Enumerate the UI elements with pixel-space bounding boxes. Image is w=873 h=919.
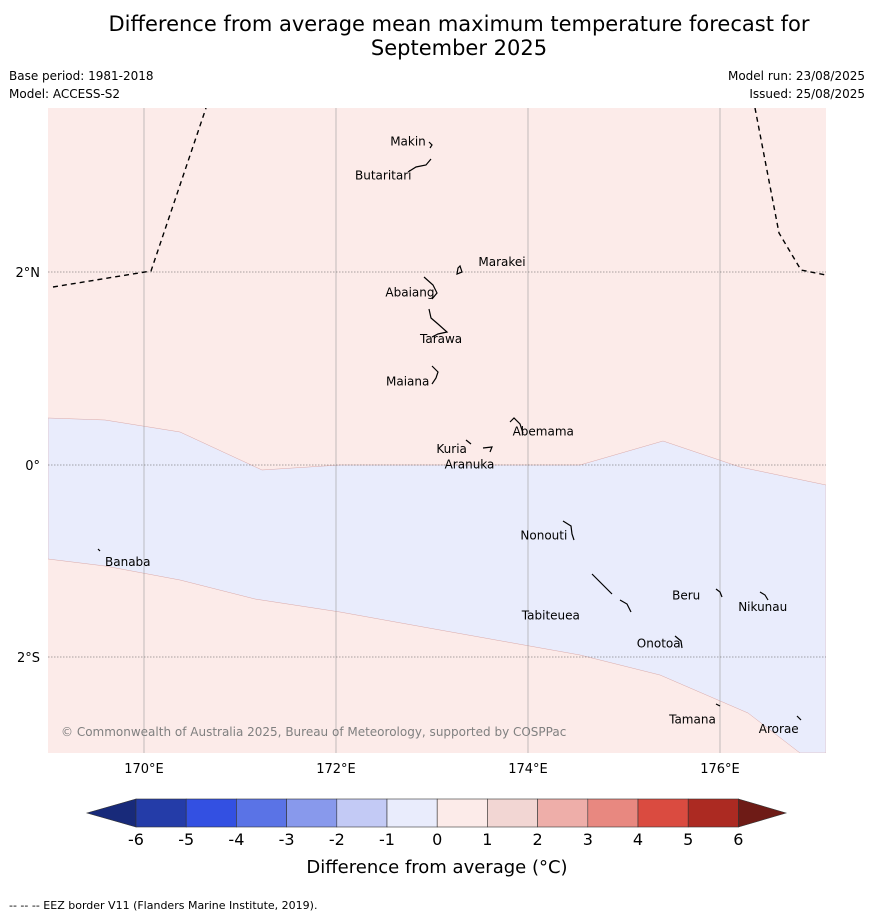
lon-label-176: 176°E <box>700 762 740 777</box>
colorbar-tick-label: 4 <box>633 830 643 849</box>
eez-border <box>52 108 826 288</box>
island-arorae <box>796 715 802 721</box>
colorbar-tick-label: 1 <box>482 830 492 849</box>
colorbar-segment <box>185 798 237 828</box>
island-tabiteuea <box>591 573 632 613</box>
place-label-tamana: Tamana <box>668 712 716 726</box>
colorbar-tick-label: -5 <box>178 830 194 849</box>
colorbar-tick-label: -3 <box>279 830 295 849</box>
colorbar-tick-label: 6 <box>733 830 743 849</box>
place-label-makin: Makin <box>390 135 426 149</box>
place-label-nonouti: Nonouti <box>520 529 567 543</box>
model-run: Model run: 23/08/2025 <box>727 69 865 83</box>
lon-label-172: 172°E <box>316 762 356 777</box>
place-label-arorae: Arorae <box>759 722 799 736</box>
longitude-labels: 170°E 172°E 174°E 176°E <box>124 762 740 777</box>
lon-label-174: 174°E <box>508 762 548 777</box>
island-onotoa <box>674 635 683 649</box>
place-label-tabiteuea: Tabiteuea <box>521 609 580 623</box>
colorbar-segment <box>286 798 338 828</box>
place-label-kuria: Kuria <box>436 442 467 456</box>
place-label-banaba: Banaba <box>105 555 151 569</box>
colorbar-under-arrow <box>85 798 137 828</box>
colorbar-label: Difference from average (°C) <box>306 857 567 878</box>
base-period: Base period: 1981-2018 <box>9 69 154 83</box>
place-label-abaiang: Abaiang <box>385 286 434 300</box>
island-kuria <box>465 439 472 445</box>
model-name: Model: ACCESS-S2 <box>9 87 121 101</box>
meta-right: Model run: 23/08/2025 Issued: 25/08/2025 <box>728 67 865 103</box>
island-abaiang <box>423 276 438 300</box>
colorbar-segment <box>436 798 488 828</box>
graticule <box>48 108 826 753</box>
lon-label-170: 170°E <box>124 762 164 777</box>
copyright-notice: © Commonwealth of Australia 2025, Bureau… <box>61 725 566 739</box>
place-label-nikunau: Nikunau <box>738 600 787 614</box>
place-label-abemama: Abemama <box>513 424 574 438</box>
island-banaba <box>97 548 101 552</box>
place-label-aranuka: Aranuka <box>445 458 495 472</box>
colorbar-segment <box>386 798 438 828</box>
colorbar-tick-label: 5 <box>683 830 693 849</box>
colorbar-segment <box>637 798 689 828</box>
island-butaritari <box>407 158 432 173</box>
latitude-labels: 2°N 0° 2°S <box>16 266 41 666</box>
place-label-marakei: Marakei <box>478 255 525 269</box>
place-label-butaritari: Butaritari <box>355 169 412 183</box>
colorbar-tick-label: 3 <box>583 830 593 849</box>
island-makin <box>428 141 433 149</box>
place-label-onotoa: Onotoa <box>637 637 681 651</box>
island-tarawa <box>428 308 449 338</box>
island-abemama <box>509 417 524 434</box>
place-label-maiana: Maiana <box>386 374 429 388</box>
colorbar-segment <box>487 798 538 828</box>
lat-label-2n: 2°N <box>16 266 41 281</box>
meta-left: Base period: 1981-2018 Model: ACCESS-S2 <box>9 67 154 103</box>
place-label-beru: Beru <box>672 588 700 602</box>
island-tamana <box>715 703 721 707</box>
cool-anomaly-region <box>48 417 826 753</box>
colorbar-tick-label: -6 <box>128 830 144 849</box>
eez-border-east <box>754 108 826 276</box>
colorbar-over-arrow <box>738 798 788 828</box>
lat-label-0: 0° <box>25 459 40 474</box>
map-title: Difference from average mean maximum tem… <box>0 12 873 60</box>
colorbar-segment <box>236 798 287 828</box>
place-labels: Makin Butaritari Marakei Abaiang Tarawa Maian… <box>105 135 799 736</box>
colorbar-tick-label: 2 <box>533 830 543 849</box>
colorbar-segment <box>687 798 739 828</box>
colorbar-tick-label: -2 <box>329 830 345 849</box>
colorbar-segment <box>336 798 388 828</box>
issued-date: Issued: 25/08/2025 <box>749 87 865 101</box>
island-marakei <box>456 264 463 275</box>
title-line-2: September 2025 <box>370 36 548 60</box>
island-aranuka <box>482 446 493 453</box>
title-line-1: Difference from average mean maximum tem… <box>108 12 810 36</box>
colorbar-segment <box>135 798 187 828</box>
island-beru <box>715 588 723 598</box>
colorbar-segment <box>587 798 639 828</box>
colorbar-tick-label: -1 <box>379 830 395 849</box>
colorbar-tick-label: -4 <box>228 830 244 849</box>
colorbar-segment <box>537 798 589 828</box>
eez-border-west <box>52 108 207 288</box>
colorbar-tick-label: 0 <box>432 830 442 849</box>
lat-label-2s: 2°S <box>17 651 40 666</box>
place-label-tarawa: Tarawa <box>419 332 462 346</box>
colorbar: -6 -5 -4 -3 -2 -1 0 1 2 3 4 5 6 <box>85 798 788 849</box>
eez-footnote: -- -- -- EEZ border V11 (Flanders Marine… <box>9 899 318 912</box>
island-nikunau <box>759 591 769 601</box>
island-maiana <box>431 365 439 385</box>
island-nonouti <box>562 520 575 541</box>
island-outlines <box>97 141 802 721</box>
